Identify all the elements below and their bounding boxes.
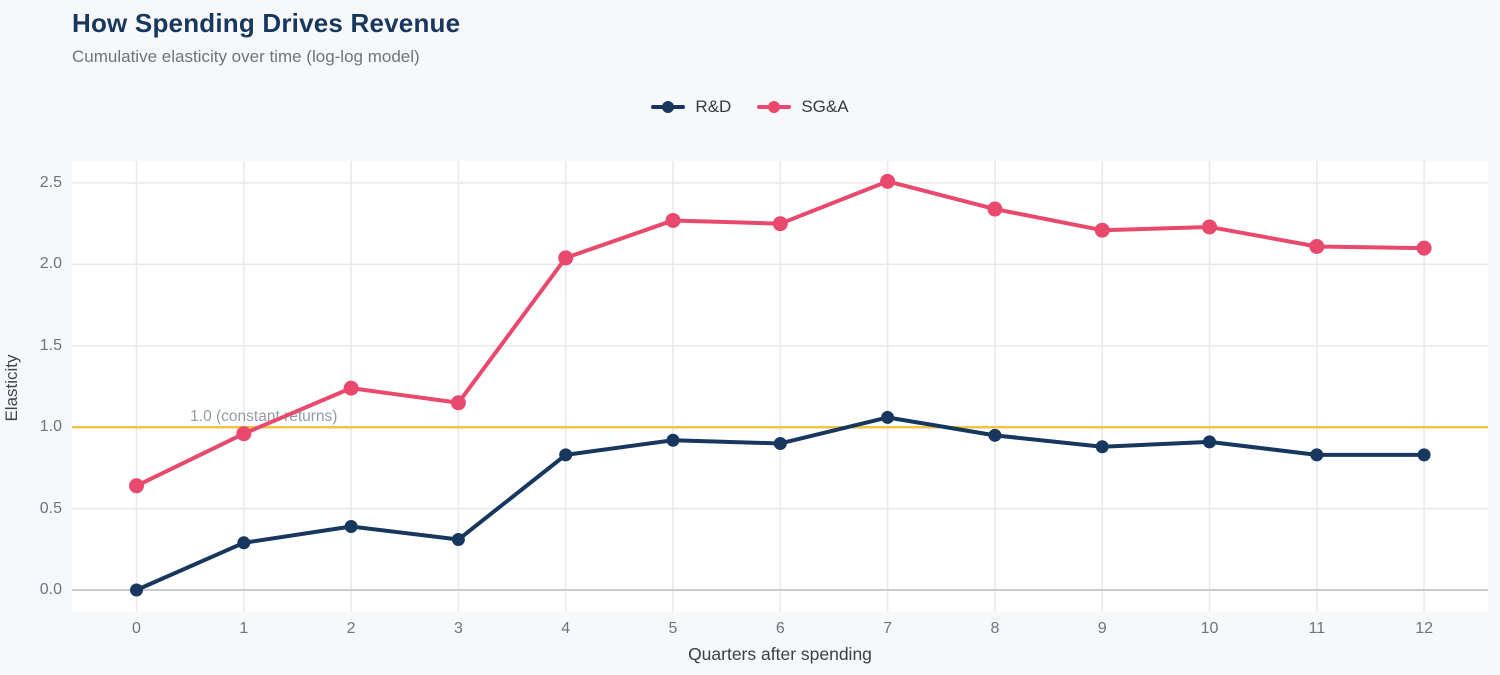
series-point-sga — [880, 173, 896, 189]
line-dot-marker-icon — [757, 100, 792, 114]
legend-label-rd: R&D — [695, 97, 732, 116]
series-point-sga — [1309, 238, 1325, 254]
chart-title: How Spending Drives Revenue — [72, 8, 461, 38]
series-point-sga — [236, 426, 252, 442]
y-tick-label: 0.5 — [39, 499, 62, 517]
series-point-rd — [1203, 435, 1216, 449]
x-tick-label: 0 — [132, 620, 141, 637]
legend-item-rd[interactable]: R&D — [651, 97, 731, 117]
series-point-rd — [666, 433, 680, 447]
series-point-rd — [1095, 440, 1109, 454]
legend-label-sga: SG&A — [801, 97, 849, 116]
x-tick-label: 6 — [775, 620, 785, 637]
series-point-sga — [1202, 219, 1217, 235]
plot-area: 1.0 (constant returns) — [72, 161, 1488, 612]
x-tick-label: 5 — [668, 620, 678, 637]
x-tick-label: 11 — [1308, 620, 1326, 637]
series-point-sga — [665, 212, 681, 228]
series-point-sga — [987, 201, 1003, 217]
x-axis-label: Quarters after spending — [688, 644, 872, 664]
legend-item-sga[interactable]: SG&A — [757, 97, 849, 117]
legend: R&D SG&A — [0, 97, 1500, 117]
x-tick-label: 3 — [453, 620, 463, 637]
series-point-sga — [1094, 222, 1110, 238]
x-tick-label: 7 — [883, 620, 893, 637]
x-tick-label: 1 — [239, 620, 249, 637]
series-point-rd — [1417, 448, 1431, 462]
series-point-sga — [450, 395, 466, 411]
y-tick-label: 2.0 — [39, 255, 62, 273]
x-tick-label: 12 — [1415, 620, 1433, 637]
series-point-rd — [344, 520, 358, 534]
y-axis-label: Elasticity — [2, 354, 21, 422]
x-tick-label: 8 — [990, 620, 1000, 637]
series-point-rd — [559, 448, 573, 462]
line-chart: 1.0 (constant returns) — [72, 161, 1488, 612]
y-tick-label: 2.5 — [39, 174, 62, 191]
series-point-rd — [988, 428, 1002, 442]
series-point-rd — [773, 436, 787, 450]
series-point-sga — [343, 380, 359, 396]
series-point-rd — [881, 410, 895, 424]
y-tick-label: 1.5 — [39, 336, 62, 354]
series-point-sga — [129, 478, 144, 494]
y-tick-label: 0.0 — [39, 581, 62, 598]
x-tick-label: 10 — [1200, 620, 1219, 637]
series-point-sga — [772, 216, 788, 232]
x-tick-label: 2 — [346, 620, 356, 637]
series-point-rd — [451, 533, 465, 547]
series-point-rd — [1310, 448, 1324, 462]
y-tick-label: 1.0 — [39, 418, 62, 436]
series-point-sga — [558, 250, 574, 266]
series-point-rd — [237, 536, 251, 550]
line-dot-marker-icon — [651, 100, 686, 114]
x-tick-label: 4 — [561, 620, 571, 637]
series-point-rd — [130, 583, 143, 597]
chart-subtitle: Cumulative elasticity over time (log-log… — [72, 47, 420, 66]
x-tick-label: 9 — [1097, 620, 1107, 637]
series-point-sga — [1416, 240, 1432, 256]
reference-annotation: 1.0 (constant returns) — [190, 408, 337, 425]
